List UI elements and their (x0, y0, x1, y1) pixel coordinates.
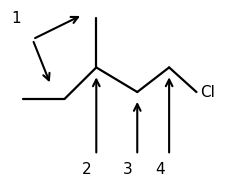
Text: Cl: Cl (200, 84, 215, 100)
Text: 2: 2 (82, 162, 92, 177)
Text: 1: 1 (11, 11, 21, 26)
Text: 3: 3 (123, 162, 133, 177)
Text: 4: 4 (155, 162, 165, 177)
